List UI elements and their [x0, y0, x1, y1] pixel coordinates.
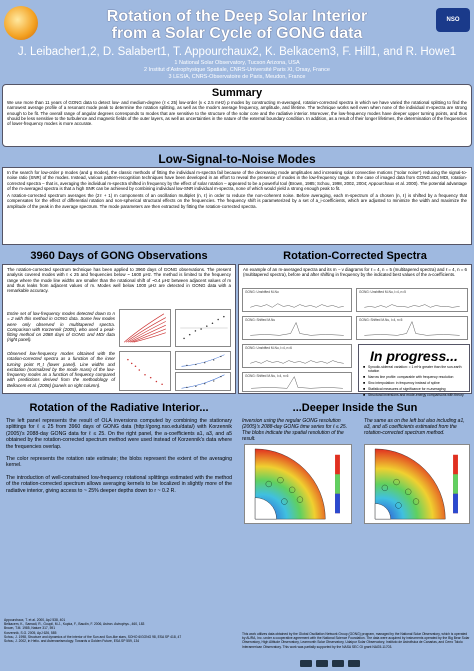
progress-bullet: Sinc interpolation: in frequency instead…: [363, 381, 465, 385]
sun-logo-icon: [4, 6, 38, 40]
rcs-plot-5-title: GONG: Unshifted M-Nu, l=4, n=6: [245, 346, 292, 350]
footer-logos: [300, 660, 360, 667]
spectrum-svg: [364, 304, 460, 308]
progress-bullet: Statistical measures of significance for…: [363, 387, 465, 391]
comparison-plot: [175, 309, 231, 347]
spectrum-svg: [250, 360, 344, 364]
poster-header: NSO Rotation of the Deep Solar Interior …: [0, 0, 474, 96]
rcs-text: An example of an m-averaged spectra and …: [243, 267, 467, 278]
summary-title: Summary: [211, 87, 263, 99]
reference-item: Appourchaux, T. et al. 2000, ApJ 538, 40…: [4, 618, 66, 622]
lsn-box: In the search for low-order p modes (and…: [2, 167, 472, 245]
spectrum-svg: [364, 321, 460, 336]
radiative-paragraph-2: The color represents the rotation rate e…: [6, 456, 232, 469]
rcs-title: Rotation-Corrected Spectra: [283, 250, 427, 262]
deeper-right-note: The same as on the left but also includi…: [364, 418, 465, 436]
deeper-title: ...Deeper Inside the Sun: [292, 402, 418, 414]
title-line-1: Rotation of the Deep Solar Interior: [106, 8, 368, 25]
nso-logo-icon: NSO: [436, 8, 470, 32]
rcs-plot-6: GONG: Shifted M-Nu, l=4, n=6: [242, 372, 352, 392]
excitation-plot: [175, 372, 231, 391]
summary-text: We use more than 11 years of GONG data t…: [7, 100, 467, 127]
rcs-plot-6-title: GONG: Shifted M-Nu, l=4, n=6: [245, 374, 289, 378]
deeper-left-note: Inversion using the regular GONG resolut…: [242, 418, 348, 442]
rcs-plot-2-title: GONG: Unshifted M-Nu, l=4, n=5: [359, 290, 406, 294]
progress-box: In progress... Synodic-sidereal variatio…: [358, 344, 470, 397]
lsn-paragraph-2: A rotation-corrected spectrum averages t…: [7, 193, 467, 209]
progress-bullets: Synodic-sidereal variation: ≈ 1 mHz grea…: [359, 364, 469, 402]
acknowledgment: This work utilizes data obtained by the …: [242, 632, 470, 649]
progress-bullet: Synodic-sidereal variation: ≈ 1 mHz grea…: [363, 365, 465, 373]
nsf-logo-icon: [300, 660, 312, 667]
gong-box: The rotation-corrected spectrum techniqu…: [2, 264, 236, 394]
lsn-title: Low-Signal-to-Noise Modes: [158, 152, 316, 166]
radiative-title: Rotation of the Radiative Interior...: [29, 402, 209, 414]
echelle-plot-svg: [120, 310, 170, 346]
title-line-2: from a Solar Cycle of GONG data: [111, 25, 363, 42]
references: Appourchaux, T. et al. 2000, ApJ 538, 40…: [4, 618, 236, 643]
rcs-plot-4-title: GONG: Shifted M-Nu, l=4, n=5: [359, 318, 403, 322]
linewidth-plot-svg: [181, 354, 225, 367]
turning-point-plot-svg: [127, 358, 163, 386]
rcs-plot-1-title: GONG: Unshifted M-Nu: [245, 290, 279, 294]
rcs-plot-3-title: GONG: Shifted M-Nu: [245, 318, 276, 322]
nasa-logo-icon: [316, 660, 328, 667]
rotation-map-left-svg: [254, 448, 340, 520]
affiliation-3: 3 LESIA, CNRS-Observatoire de Paris, Meu…: [168, 74, 306, 80]
radiative-box: The left panel represents the result of …: [2, 416, 236, 572]
radiative-paragraph-3: The introduction of well-constrained low…: [6, 474, 232, 494]
affiliation-1: 1 National Solar Observatory, Tucson Ari…: [174, 60, 300, 66]
gong-title: 3960 Days of GONG Observations: [30, 250, 208, 262]
rcs-plot-3: GONG: Shifted M-Nu: [242, 316, 352, 340]
reference-item: Brown, T.M. 1985, Nature 317, 591: [4, 626, 56, 631]
affiliation-2: 2 Institut d'Astrophysique Spatiale, CNR…: [144, 67, 330, 73]
echelle-plot: [119, 309, 171, 347]
rotation-map-right-svg: [374, 448, 458, 520]
rcs-plot-1: GONG: Unshifted M-Nu: [242, 288, 352, 312]
gong-logo-icon: [348, 660, 360, 667]
gong-note-2: Observed low-frequency modes obtained wi…: [7, 351, 115, 388]
rcs-plot-5: GONG: Unshifted M-Nu, l=4, n=6: [242, 344, 352, 368]
comparison-plot-svg: [180, 315, 228, 340]
progress-bullet: Narrow line profile: comparable with fre…: [363, 375, 465, 379]
excitation-plot-svg: [181, 374, 225, 389]
spectrum-svg: [250, 322, 344, 336]
turning-point-plot: [119, 351, 171, 391]
poster-title: Rotation of the Deep Solar Interior from…: [0, 8, 474, 42]
reference-item: Schou, J. 1998, Structure and dynamics o…: [4, 634, 182, 639]
lsn-paragraph-1: In the search for low-order p modes (and…: [7, 170, 467, 191]
spectrum-svg: [251, 376, 343, 389]
summary-box: Summary We use more than 11 years of GON…: [2, 84, 472, 147]
cnrs-logo-icon: [332, 660, 344, 667]
affiliations: 1 National Solar Observatory, Tucson Ari…: [0, 60, 474, 81]
radiative-paragraph-1: The left panel represents the result of …: [6, 418, 232, 450]
progress-title: In progress...: [370, 348, 458, 364]
authors: J. Leibacher1,2, D. Salabert1, T. Appour…: [17, 46, 457, 58]
rcs-plot-2: GONG: Unshifted M-Nu, l=4, n=5: [356, 288, 468, 312]
gong-text: The rotation-corrected spectrum techniqu…: [7, 267, 231, 294]
progress-bullet: Structural inversions and mode-energy co…: [363, 393, 465, 397]
rcs-plot-4: GONG: Shifted M-Nu, l=4, n=5: [356, 316, 468, 340]
rotation-map-left: [244, 444, 352, 524]
reference-item: Korzennik, S.G. 2005, ApJ 626, 585: [4, 630, 57, 635]
linewidth-plot: [175, 351, 231, 370]
reference-item: Schou, J. 2002, in Helio- and Asteroseis…: [4, 639, 140, 644]
spectrum-svg: [250, 303, 344, 308]
gong-note-1: Entire set of low-frequency modes detect…: [7, 311, 115, 343]
reference-item: Belkacem, K., Samadi, R., Goupil, M.J., …: [4, 622, 145, 627]
rotation-map-right: [364, 444, 470, 524]
